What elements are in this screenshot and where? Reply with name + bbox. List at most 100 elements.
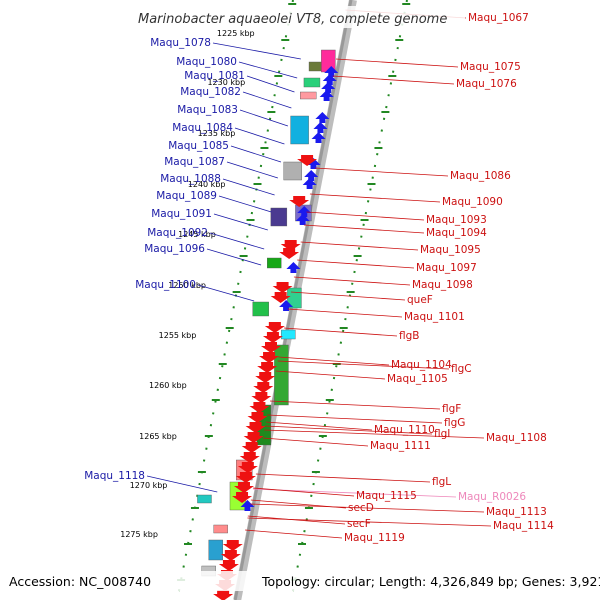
gene-label-right[interactable]: Maqu_1090 xyxy=(442,196,503,208)
gene-label-right[interactable]: Maqu_1114 xyxy=(493,520,554,532)
leader-line-right xyxy=(297,259,415,269)
forward-gene-arrow xyxy=(311,132,326,143)
gene-label-right[interactable]: secF xyxy=(347,518,371,530)
gene-label-right[interactable]: Maqu_1093 xyxy=(426,214,487,226)
leader-line-right xyxy=(250,503,485,513)
gene-label-right[interactable]: flgF xyxy=(442,403,461,415)
reverse-gene-arrow xyxy=(241,442,262,453)
forward-gene-arrow xyxy=(315,112,330,123)
gene-label-right[interactable]: Maqu_1105 xyxy=(387,373,448,385)
reverse-gene-arrow xyxy=(213,590,234,600)
gene-label-left[interactable]: Maqu_1118 xyxy=(84,470,145,482)
leader-line-right xyxy=(309,193,441,203)
gene-label-right[interactable]: Maqu_1115 xyxy=(356,490,417,502)
forward-gene-arrow xyxy=(279,300,294,311)
gene-label-left[interactable]: Maqu_1092 xyxy=(147,227,208,239)
leader-line-left xyxy=(212,42,301,60)
kbp-label: 1225 kbp xyxy=(217,29,255,38)
gene-label-right[interactable]: Maqu_1095 xyxy=(420,244,481,256)
leader-line-right xyxy=(335,58,459,68)
leader-line-right xyxy=(275,370,386,380)
gene-label-left[interactable]: Maqu_1080 xyxy=(176,56,237,68)
gene-label-left[interactable]: Maqu_1085 xyxy=(168,140,229,152)
gene-label-right[interactable]: Maqu_1104 xyxy=(391,359,452,371)
gene-label-right[interactable]: Maqu_1108 xyxy=(486,432,547,444)
kbp-label: 1255 kbp xyxy=(159,331,197,340)
reverse-gene-arrow xyxy=(247,412,268,423)
leader-line-left xyxy=(239,109,289,127)
leader-line-right xyxy=(293,276,411,286)
kbp-label: 1235 kbp xyxy=(198,129,236,138)
gene-label-right[interactable]: Maqu_1101 xyxy=(404,311,465,323)
gene-label-right[interactable]: secD xyxy=(348,502,374,514)
reverse-gene-arrow xyxy=(253,382,274,393)
gene-label-right[interactable]: Maqu_1097 xyxy=(416,262,477,274)
gene-label-left[interactable]: Maqu_1084 xyxy=(172,122,233,134)
gene-label-right[interactable]: Maqu_1067 xyxy=(468,12,529,24)
gene-label-right[interactable]: Maqu_1094 xyxy=(426,227,487,239)
label-leader-lines xyxy=(146,9,492,539)
leader-line-left xyxy=(246,75,295,93)
kbp-label: 1240 kbp xyxy=(188,180,226,189)
gene-label-left[interactable]: Maqu_1100 xyxy=(135,279,196,291)
gene-label-right[interactable]: Maqu_1111 xyxy=(370,440,431,452)
leader-line-right xyxy=(287,308,403,318)
reverse-gene-arrow xyxy=(245,422,266,433)
gene-label-right[interactable]: Maqu_R0026 xyxy=(458,491,526,503)
leader-line-left xyxy=(213,213,268,231)
gene-label-left[interactable]: Maqu_1091 xyxy=(151,208,212,220)
gene-label-left[interactable]: Maqu_1083 xyxy=(177,104,238,116)
gene-label-right[interactable]: queF xyxy=(407,294,433,306)
gene-label-right[interactable]: Maqu_1110 xyxy=(374,424,435,436)
reverse-gene-arrow xyxy=(237,462,258,473)
gene-label-right[interactable]: Maqu_1075 xyxy=(460,61,521,73)
gene-label-left[interactable]: Maqu_1089 xyxy=(156,190,217,202)
gene-label-right[interactable]: Maqu_1113 xyxy=(486,506,547,518)
reverse-gene-arrow xyxy=(262,332,283,343)
gene-label-right[interactable]: Maqu_1086 xyxy=(450,170,511,182)
forward-gene-arrow xyxy=(304,170,319,181)
title-background xyxy=(135,6,465,28)
leader-line-right xyxy=(262,437,369,447)
feature-block xyxy=(300,91,317,100)
reverse-gene-arrow xyxy=(257,362,278,373)
gene-label-right[interactable]: flgC xyxy=(451,363,472,375)
gene-label-left[interactable]: Maqu_1081 xyxy=(184,70,245,82)
reverse-gene-arrow xyxy=(260,342,281,353)
reverse-gene-arrow xyxy=(270,292,291,303)
kbp-label: 1270 kbp xyxy=(130,481,168,490)
gene-label-left[interactable]: Maqu_1096 xyxy=(144,243,205,255)
reverse-gene-arrow xyxy=(279,248,300,259)
gene-label-left[interactable]: Maqu_1088 xyxy=(160,173,221,185)
reverse-gene-arrow xyxy=(259,352,280,363)
feature-block xyxy=(213,524,228,534)
leader-line-right xyxy=(265,421,373,431)
gene-label-right[interactable]: flgL xyxy=(432,476,451,488)
gene-label-right[interactable]: flgG xyxy=(444,417,465,429)
gene-label-left[interactable]: Maqu_1082 xyxy=(180,86,241,98)
reverse-gene-arrow xyxy=(264,322,285,333)
reverse-gene-arrow xyxy=(243,432,264,443)
gene-label-left[interactable]: Maqu_1078 xyxy=(150,37,211,49)
reverse-gene-arrow xyxy=(251,392,272,403)
leader-line-right xyxy=(278,356,390,366)
leader-line-left xyxy=(206,248,262,266)
gene-label-right[interactable]: Maqu_1076 xyxy=(456,78,517,90)
reverse-gene-arrow xyxy=(218,560,239,571)
kbp-label: 1230 kbp xyxy=(207,78,245,87)
reverse-gene-arrow xyxy=(220,550,241,561)
gene-label-left[interactable]: Maqu_1087 xyxy=(164,156,225,168)
reverse-gene-arrow xyxy=(232,492,253,503)
gene-label-right[interactable]: flgB xyxy=(399,330,419,342)
accession-text: Accession: NC_008740 xyxy=(9,574,151,589)
reverse-gene-arrow xyxy=(233,482,254,493)
gene-label-right[interactable]: flgI xyxy=(434,428,450,440)
gene-labels[interactable]: Maqu_1078 Maqu_1080 Maqu_1081 Maqu_1082 Maqu… xyxy=(84,12,554,544)
feature-block xyxy=(197,494,212,504)
gene-label-right[interactable]: Maqu_1119 xyxy=(344,532,405,544)
feature-block xyxy=(290,115,309,145)
forward-gene-arrow xyxy=(297,206,312,217)
forward-gene-arrow xyxy=(319,90,334,101)
gene-label-right[interactable]: Maqu_1098 xyxy=(412,279,473,291)
